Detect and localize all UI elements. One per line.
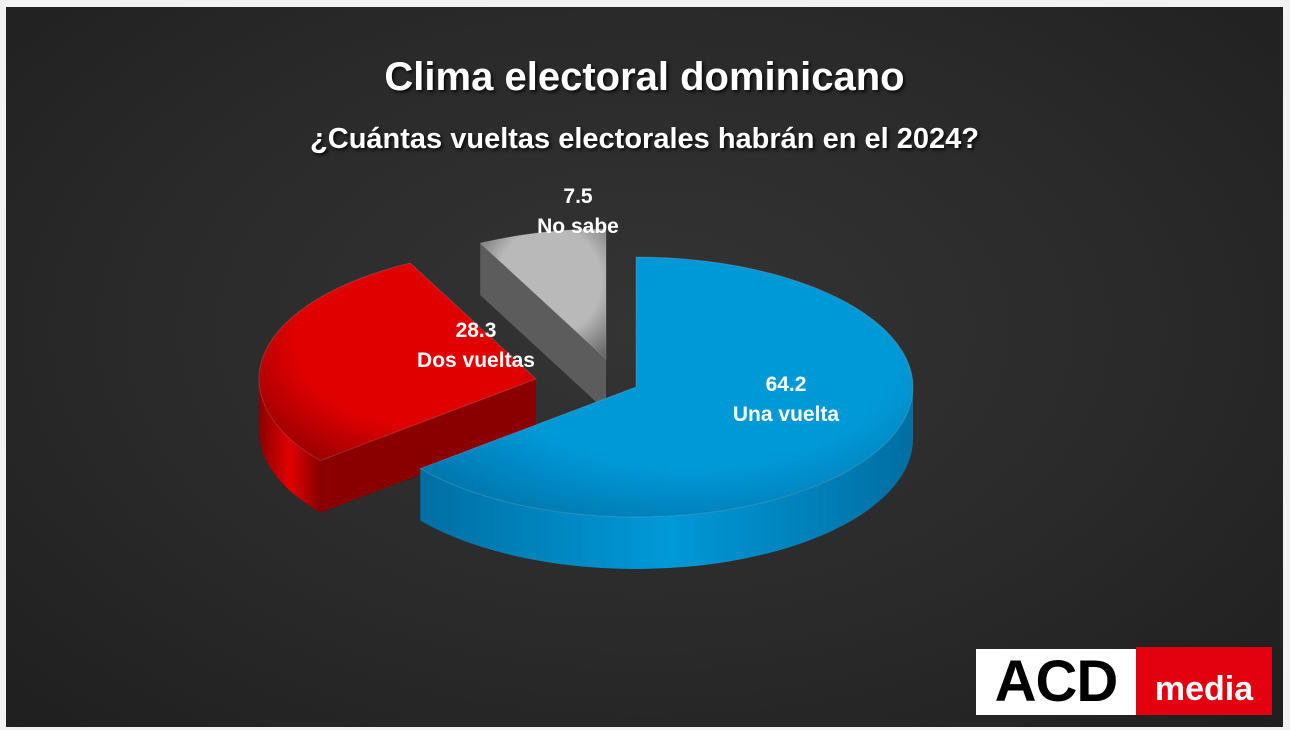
logo-media: media: [1154, 670, 1254, 708]
slice-dos-vueltas: [258, 262, 537, 462]
chart-title: Clima electoral dominicano: [384, 55, 905, 99]
slice-wall-0: [480, 243, 606, 411]
chart-subtitle: ¿Cuántas vueltas electorales habrán en e…: [310, 123, 979, 155]
acd-media-logo: ACD media: [976, 647, 1274, 715]
slide-background: Clima electoral dominicano ¿Cuántas vuel…: [6, 7, 1283, 727]
slice-wall-0: [320, 379, 536, 513]
slice-no-sabe: [479, 228, 607, 361]
logo-acd: ACD: [976, 649, 1136, 715]
slice-una-vuelta: [419, 256, 914, 518]
data-label-value: 64.2: [766, 373, 807, 396]
data-label-category: No sabe: [537, 215, 619, 238]
logo-media-box: media: [1136, 647, 1272, 715]
slice-outer-wall: [259, 379, 321, 513]
data-label-category: Dos vueltas: [417, 349, 535, 372]
data-label-value: 7.5: [563, 185, 593, 208]
pie-chart: 64.2 Una vuelta 28.3 Dos vueltas 7.5 No sabe: [258, 185, 914, 569]
data-label-category: Una vuelta: [733, 403, 840, 426]
slice-outer-wall: [420, 387, 913, 569]
data-label-value: 28.3: [456, 319, 497, 342]
